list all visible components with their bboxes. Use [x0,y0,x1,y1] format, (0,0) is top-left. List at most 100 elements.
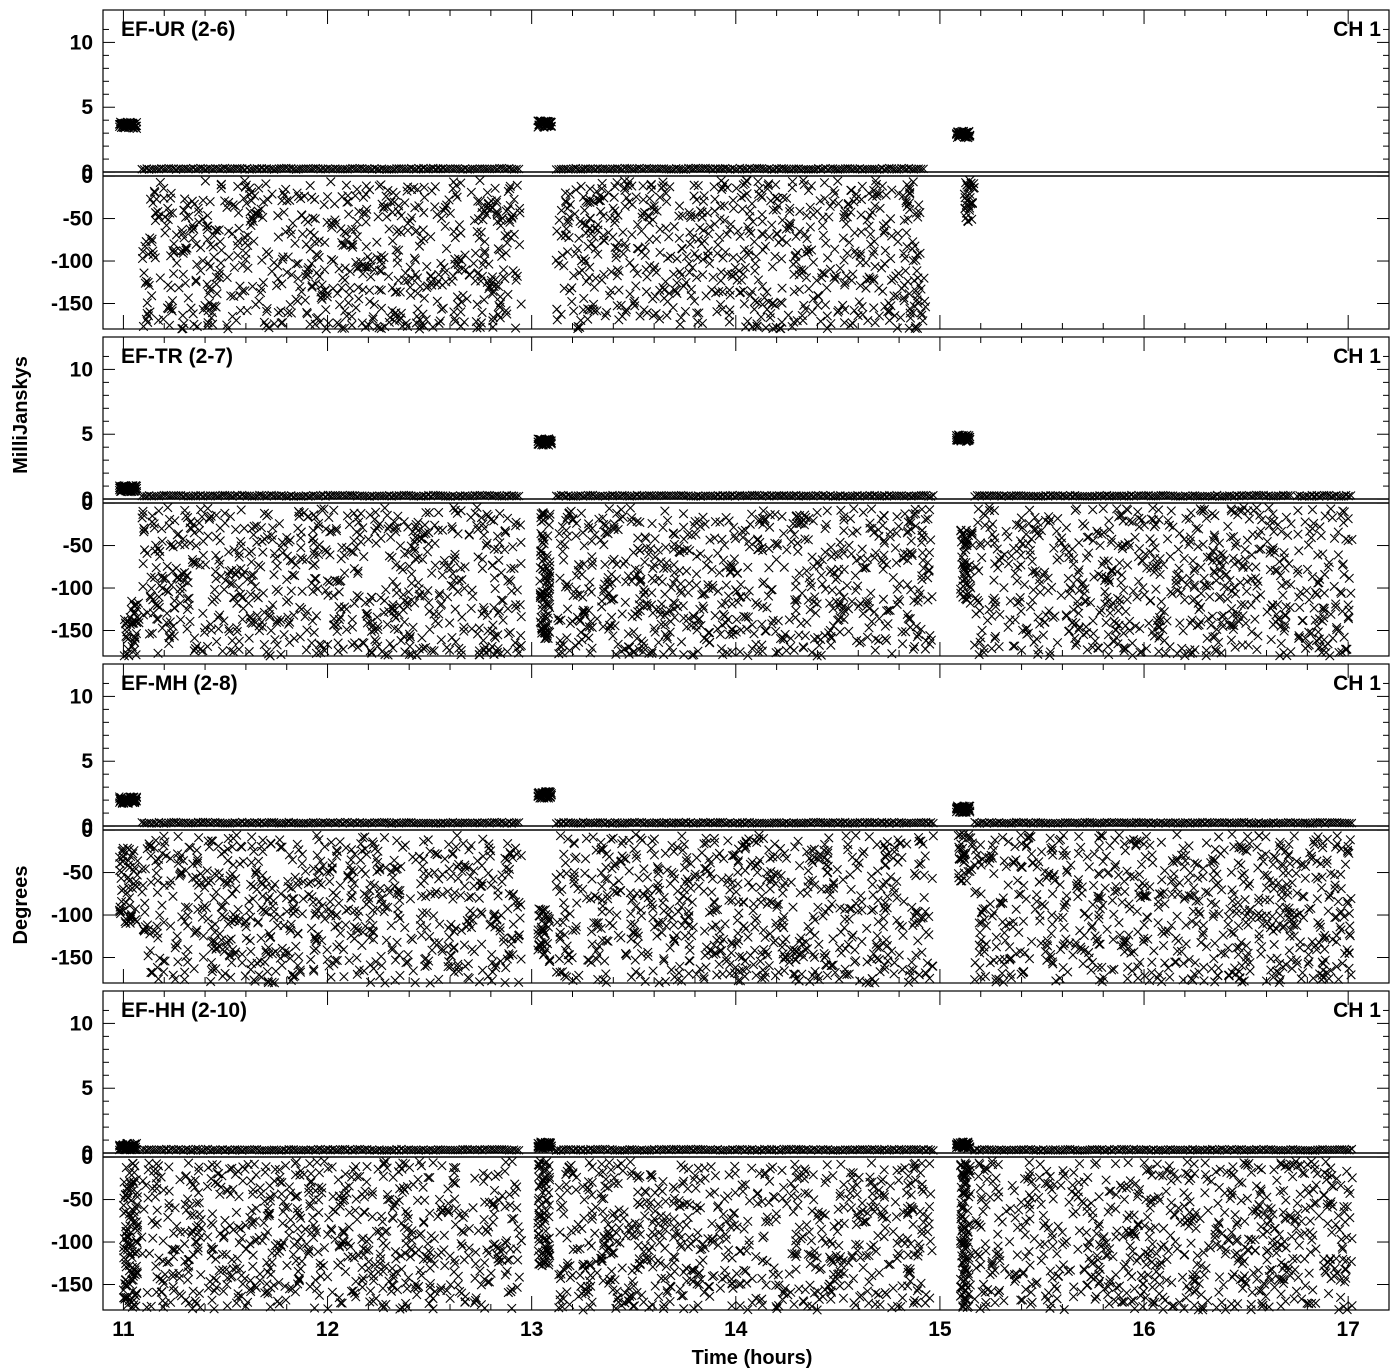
data-point [271,584,281,595]
data-point [596,535,606,545]
data-point [901,198,911,208]
data-point [631,192,641,202]
data-point [1088,628,1099,639]
data-point [637,636,647,646]
data-point [779,562,789,572]
data-point [214,225,224,235]
data-point [904,204,915,215]
data-point [724,317,735,327]
data-point [217,646,228,656]
data-point [186,303,196,313]
data-point [384,551,395,561]
data-point [310,319,320,329]
data-point [317,280,327,290]
data-point [652,206,662,216]
data-point [138,558,148,569]
data-point [480,236,490,247]
data-point [302,309,313,319]
data-point [835,537,845,548]
data-point [822,506,832,516]
data-point [361,241,371,252]
data-point [1300,517,1310,527]
data-point [587,552,597,562]
data-point [702,251,713,261]
data-point [778,192,788,203]
data-point [835,586,845,597]
data-point [728,195,738,205]
data-point [194,207,204,217]
data-point [207,319,218,329]
data-point [250,208,260,219]
data-point [715,214,725,224]
data-point [995,609,1005,620]
data-point [1201,645,1212,656]
data-point [361,208,371,219]
data-point [767,220,777,230]
data-point [684,258,694,269]
data-point [233,181,243,192]
data-point [1276,638,1286,649]
data-point [873,635,884,646]
data-point [973,566,984,576]
data-point [644,234,655,245]
data-point [1121,606,1131,617]
scatter-points [114,430,1357,661]
data-point [679,281,689,291]
data-point [600,311,611,321]
data-point [372,612,382,622]
data-point [701,560,712,570]
data-point [258,197,269,207]
data-point [708,272,718,282]
data-point [795,206,805,216]
data-point [915,248,925,259]
data-point [720,163,730,173]
data-point [423,539,434,549]
data-point [710,516,721,527]
data-point [296,543,306,553]
data-point [235,536,246,547]
data-point [276,649,286,660]
data-point [561,525,571,536]
data-point [496,568,506,578]
data-point [308,213,318,223]
data-point [736,192,747,203]
data-point [454,220,465,230]
data-point [514,164,524,174]
data-point [328,256,339,266]
data-point [554,259,564,269]
data-point [475,196,485,206]
data-point [1247,627,1257,637]
data-point [1033,612,1043,622]
data-point [802,210,812,221]
data-point [213,624,224,634]
data-point [747,199,757,209]
data-point [705,637,715,648]
data-point [467,585,477,595]
data-point [797,588,807,598]
data-point [840,277,850,288]
data-point [567,296,577,307]
data-point [703,554,713,564]
data-point [1302,586,1312,596]
data-point [919,296,930,306]
data-point [743,250,754,260]
data-point [240,254,251,265]
data-point [126,604,136,615]
data-point [829,272,839,283]
data-point [180,278,191,288]
data-point [238,592,248,602]
data-point [691,569,702,579]
data-point [849,305,859,316]
data-point [596,206,606,217]
data-point [188,309,198,319]
data-point [576,315,586,326]
data-point [904,163,914,173]
data-point [752,319,762,329]
data-point [716,184,727,195]
data-point [574,267,584,278]
data-point [372,523,382,533]
data-point [629,263,639,273]
data-point [918,316,928,326]
data-point [785,642,795,652]
